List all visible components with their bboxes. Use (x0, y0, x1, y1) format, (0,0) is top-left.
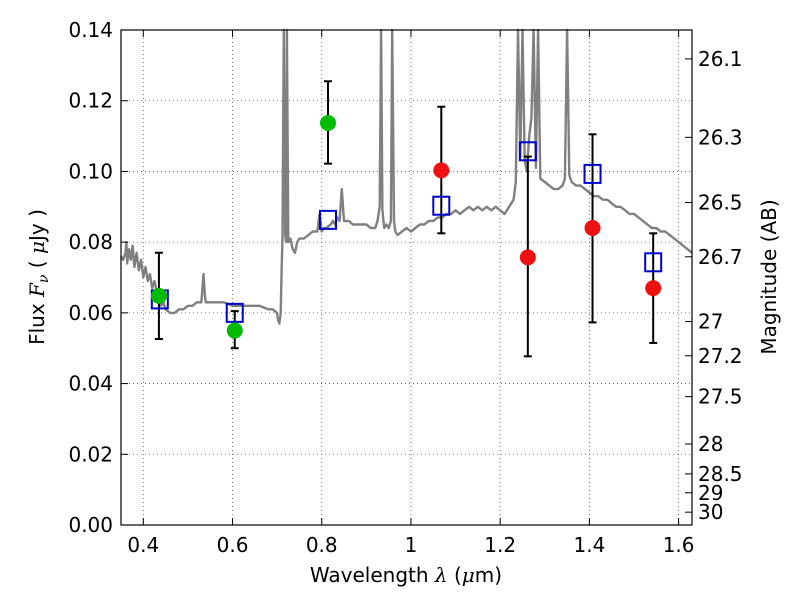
right-tick-label: 28.5 (698, 462, 743, 486)
red-observation-point (584, 220, 601, 236)
model-points-layer (150, 141, 663, 323)
tick-marks (121, 29, 692, 526)
y-axis-title-right: Magnitude (AB) (757, 199, 781, 354)
model-photometry-box (318, 209, 337, 230)
y-tick-label: 0.08 (68, 230, 113, 254)
x-tick-label: 0.6 (217, 533, 249, 557)
model-photometry-box (583, 163, 602, 184)
grid-lines (121, 29, 692, 526)
y-axis-title-left: Flux Fν ( μJy ) (25, 209, 52, 345)
right-tick-label: 26.5 (698, 191, 743, 215)
right-tick-label: 27 (698, 310, 723, 334)
right-tick-label: 27.5 (698, 385, 743, 409)
x-tick-label: 1.4 (573, 533, 605, 557)
right-tick-label: 26.3 (698, 125, 743, 149)
x-tick-label: 1 (405, 533, 418, 557)
x-tick-label: 1.6 (663, 533, 695, 557)
y-tick-labels: 0.00 0.02 0.04 0.06 0.08 0.10 0.12 0.14 (68, 18, 113, 537)
x-tick-labels: 0.4 0.6 0.8 1 1.2 1.4 1.6 (127, 533, 694, 557)
y-tick-label: 0.02 (68, 442, 113, 466)
y-tick-label: 0.00 (68, 513, 113, 537)
model-photometry-box (432, 195, 451, 216)
observation-points-layer (150, 114, 662, 339)
x-tick-label: 0.8 (306, 533, 338, 557)
model-photometry-box (518, 141, 537, 162)
x-tick-label: 1.2 (484, 533, 516, 557)
spectrum-layer (119, 28, 693, 325)
right-tick-label: 29 (698, 481, 723, 505)
y-tick-label: 0.14 (68, 18, 113, 42)
green-observation-point (226, 322, 243, 339)
right-tick-label: 27.2 (698, 344, 743, 368)
right-tick-label: 26.7 (698, 245, 743, 269)
red-observation-point (519, 249, 536, 266)
red-observation-point (433, 162, 450, 179)
model-photometry-box (225, 302, 244, 323)
x-axis-title: Wavelength λ (μm) (310, 563, 502, 587)
plot-frame (120, 29, 693, 526)
model-photometry-box (644, 252, 663, 273)
right-tick-label: 30 (698, 500, 723, 524)
right-tick-label: 28 (698, 432, 723, 456)
errorbar-layer (154, 80, 658, 358)
model-spectrum-line (119, 28, 693, 325)
x-tick-label: 0.4 (127, 533, 159, 557)
green-observation-point (150, 287, 167, 304)
y-tick-label: 0.12 (68, 89, 113, 113)
green-observation-point (319, 114, 336, 131)
y-tick-label: 0.06 (68, 301, 113, 325)
y-tick-label: 0.10 (68, 159, 113, 183)
right-tick-label: 26.1 (698, 47, 743, 71)
y-tick-label: 0.04 (68, 372, 113, 396)
red-observation-point (645, 280, 662, 297)
